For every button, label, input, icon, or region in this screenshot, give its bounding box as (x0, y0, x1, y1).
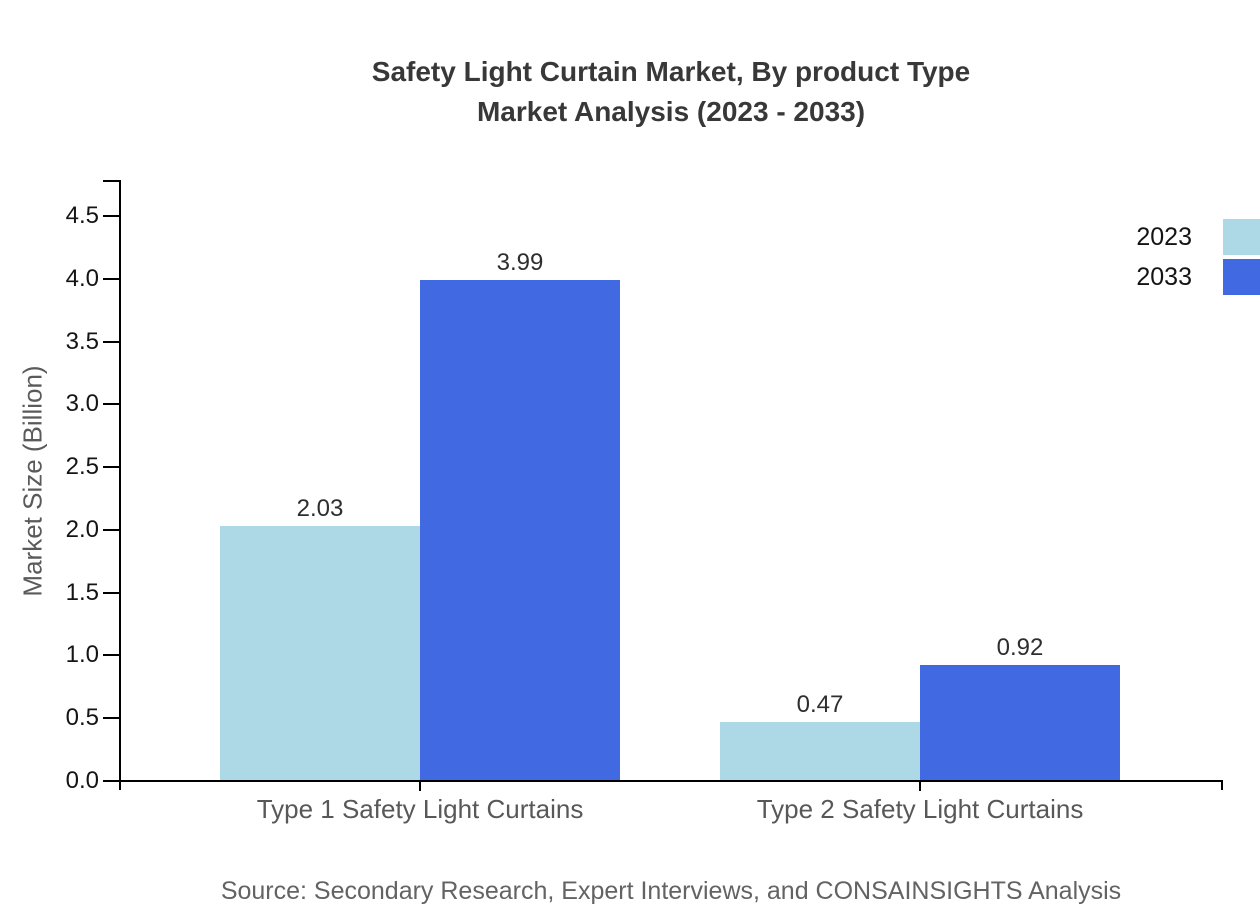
y-axis-tick-label: 1.5 (65, 579, 99, 606)
bar (920, 665, 1120, 780)
y-axis-tick-label: 0.0 (65, 767, 99, 794)
y-axis-tick (103, 341, 119, 343)
bar-value-label: 2.03 (296, 495, 344, 522)
x-axis-category-label: Type 1 Safety Light Curtains (256, 794, 584, 824)
y-axis-tick-label: 0.5 (65, 704, 99, 731)
bar (720, 722, 920, 780)
x-axis-line (119, 780, 1223, 782)
legend-swatch (1223, 219, 1260, 255)
bar-value-label: 0.47 (796, 691, 844, 718)
x-axis-right-cap (1221, 780, 1223, 790)
legend: 2023 2033 (1136, 219, 1260, 299)
x-axis-tick (919, 782, 921, 791)
legend-label: 2033 (1136, 263, 1192, 291)
y-axis-line (119, 180, 121, 790)
x-axis-tick (419, 782, 421, 791)
legend-item: 2023 (1136, 219, 1260, 255)
y-axis-tick (103, 654, 119, 656)
legend-label: 2023 (1136, 223, 1192, 251)
y-axis-tick (103, 592, 119, 594)
y-axis-tick-label: 2.0 (65, 516, 99, 543)
y-axis-tick (103, 717, 119, 719)
bar (420, 280, 620, 780)
legend-swatch (1223, 259, 1260, 295)
y-axis-top-cap (103, 180, 119, 182)
chart-title-line1: Safety Light Curtain Market, By product … (371, 56, 971, 87)
y-axis-tick (103, 278, 119, 280)
y-axis-tick-label: 4.5 (65, 202, 99, 229)
y-axis-tick (103, 529, 119, 531)
y-axis-tick-label: 3.0 (65, 390, 99, 417)
bar (220, 526, 420, 780)
legend-item: 2033 (1136, 259, 1260, 295)
source-note: Source: Secondary Research, Expert Inter… (220, 877, 1122, 905)
y-axis-tick-label: 1.0 (65, 641, 99, 668)
bar-value-label: 3.99 (496, 249, 544, 276)
y-axis-tick-label: 4.0 (65, 265, 99, 292)
y-axis-tick (103, 403, 119, 405)
x-axis-category-label: Type 2 Safety Light Curtains (756, 794, 1084, 824)
bar-value-label: 0.92 (996, 634, 1044, 661)
chart-title-line2: Market Analysis (2023 - 2033) (476, 96, 866, 127)
y-axis-tick-label: 2.5 (65, 453, 99, 480)
y-axis-tick (103, 215, 119, 217)
y-axis-tick (103, 780, 119, 782)
y-axis-tick (103, 466, 119, 468)
y-axis-tick-label: 3.5 (65, 328, 99, 355)
chart-title: Safety Light Curtain Market, By product … (120, 52, 1222, 132)
